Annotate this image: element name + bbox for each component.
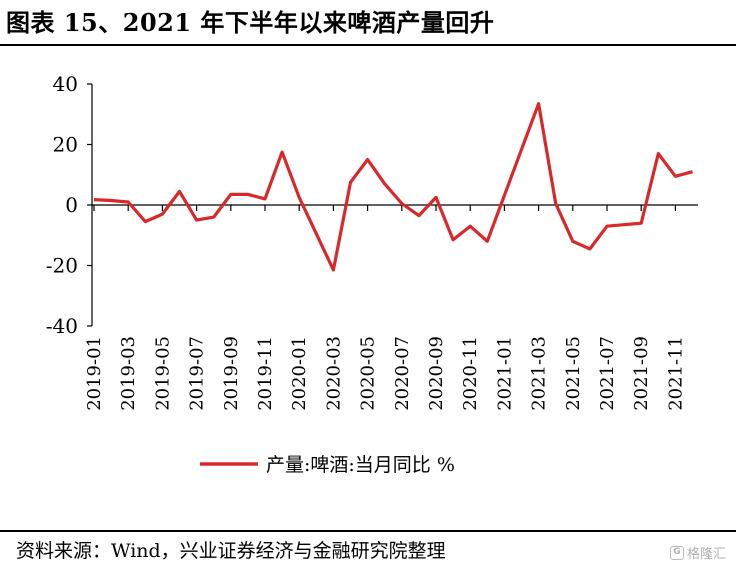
y-tick-label: -20 <box>46 254 78 278</box>
title-rule <box>0 44 736 46</box>
x-tick-label: 2021-07 <box>597 336 618 411</box>
source-rule <box>0 530 736 532</box>
x-tick-label: 2019-09 <box>221 336 242 411</box>
x-tick-label: 2020-05 <box>358 336 379 411</box>
legend-label: 产量:啤酒:当月同比 % <box>266 454 455 476</box>
y-tick-label: -40 <box>46 314 78 338</box>
x-tick-label: 2021-05 <box>563 336 584 411</box>
chart-axes <box>87 83 698 327</box>
x-tick-label: 2019-07 <box>187 336 208 411</box>
x-tick-label: 2021-01 <box>494 336 515 411</box>
x-tick-label: 2021-03 <box>529 336 550 411</box>
watermark: G 格隆汇 <box>669 543 726 562</box>
x-tick-label: 2020-11 <box>460 336 481 411</box>
x-tick-label: 2020-01 <box>289 336 310 411</box>
x-tick-label: 2019-05 <box>152 336 173 411</box>
x-tick-label: 2020-07 <box>392 336 413 411</box>
x-tick-label: 2019-03 <box>118 336 139 411</box>
x-tick-label: 2019-01 <box>84 336 105 411</box>
y-tick-label: 20 <box>53 133 78 157</box>
x-tick-labels: 2019-01 2019-03 2019-05 2019-07 2019-09 2019-… <box>84 336 686 411</box>
x-tick-label: 2019-11 <box>255 336 276 411</box>
source-note: 资料来源：Wind，兴业证券经济与金融研究院整理 <box>16 540 446 562</box>
y-tick-labels: -40 -20 0 20 40 <box>46 72 78 338</box>
watermark-text: 格隆汇 <box>686 547 726 562</box>
x-tick-label: 2021-09 <box>631 336 652 411</box>
y-tick-label: 0 <box>65 193 78 217</box>
line-chart: -40 -20 0 20 40 2019-01 2019-03 2019-05 2019-07… <box>46 72 698 476</box>
x-tick-label: 2021-11 <box>665 336 686 411</box>
watermark-logo-icon: G <box>669 545 684 560</box>
figure-title: 图表 15、2021 年下半年以来啤酒产量回升 <box>6 8 495 37</box>
y-tick-label: 40 <box>53 72 78 96</box>
legend: 产量:啤酒:当月同比 % <box>200 454 455 476</box>
series-line <box>93 102 693 272</box>
x-tick-label: 2020-03 <box>323 336 344 411</box>
x-tick-label: 2020-09 <box>426 336 447 411</box>
